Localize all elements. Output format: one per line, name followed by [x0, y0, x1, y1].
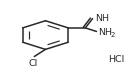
Text: HCl: HCl	[109, 55, 125, 64]
Text: NH: NH	[95, 14, 109, 23]
Text: NH: NH	[99, 28, 113, 37]
Text: Cl: Cl	[29, 59, 38, 68]
Text: 2: 2	[111, 32, 115, 38]
